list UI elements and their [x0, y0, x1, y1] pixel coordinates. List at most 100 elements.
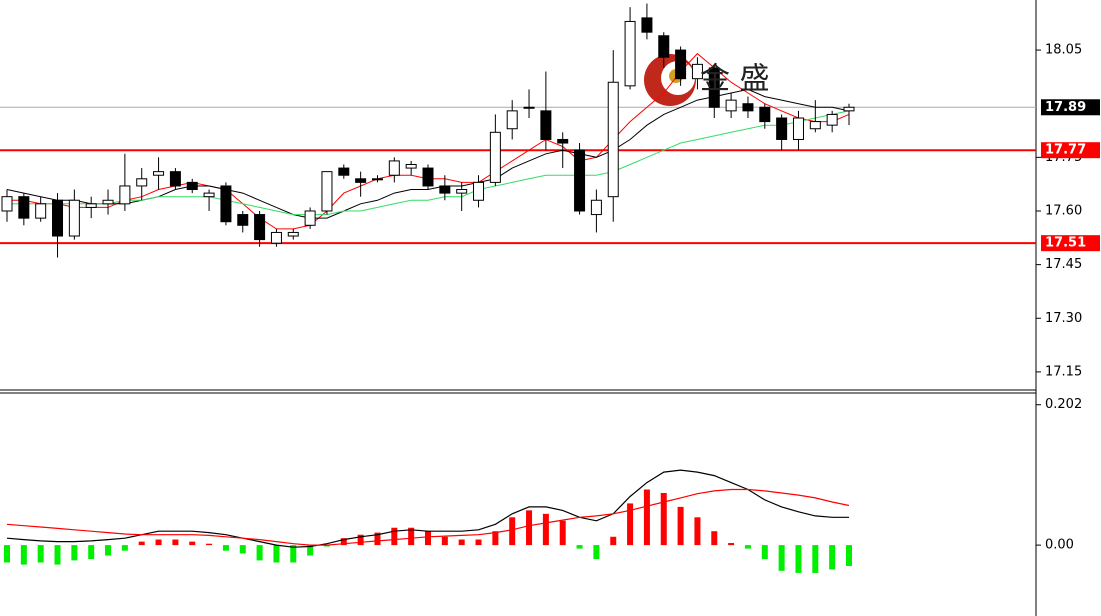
candle: [792, 110, 804, 151]
candle-body: [220, 185, 232, 223]
histogram-bar: [206, 543, 213, 546]
y-tick-label: 0.202: [1045, 397, 1082, 412]
candle-body: [321, 171, 333, 212]
candle: [52, 193, 64, 258]
candle-body: [675, 49, 687, 80]
level-label-box: [1041, 235, 1100, 252]
candle: [675, 46, 687, 86]
histogram-bar: [627, 503, 634, 546]
y-tick-label: 17.15: [1045, 364, 1082, 379]
histogram-bar: [744, 545, 751, 549]
candle-body: [809, 121, 821, 130]
histogram-bar: [492, 531, 499, 546]
candle: [405, 160, 417, 176]
candle: [641, 3, 653, 40]
histogram-bar: [728, 543, 735, 546]
histogram-bar: [222, 545, 229, 551]
histogram-bar: [610, 536, 617, 546]
candle-body: [203, 192, 215, 198]
candle-body: [759, 106, 771, 123]
y-tick-label: 17.45: [1045, 257, 1082, 272]
histogram-bar: [323, 545, 330, 547]
candle-body: [237, 214, 249, 226]
candle-body: [338, 167, 350, 176]
candle-body: [557, 138, 569, 144]
candle-body: [119, 185, 131, 205]
y-tick-label: 17.60: [1045, 203, 1082, 218]
histogram-bar: [425, 531, 431, 546]
histogram-bar: [340, 538, 347, 546]
candle-body: [371, 178, 383, 181]
histogram-bar: [795, 545, 802, 573]
histogram-bar: [273, 545, 280, 563]
histogram-bar: [593, 545, 600, 560]
candle-body: [287, 231, 299, 237]
candle: [590, 189, 602, 233]
histogram-bar: [677, 506, 684, 546]
candle-body: [742, 103, 754, 112]
histogram-bar: [660, 492, 667, 546]
candle: [574, 143, 586, 215]
histogram-bar: [526, 510, 533, 546]
candle: [843, 103, 855, 126]
candle: [557, 132, 569, 169]
watermark: 金 盛: [700, 62, 770, 97]
candle: [136, 168, 148, 201]
candle: [18, 193, 30, 226]
candle: [456, 182, 468, 211]
candle-body: [18, 196, 30, 219]
candle: [371, 175, 383, 183]
candle: [321, 171, 333, 215]
candle: [489, 114, 501, 186]
histogram-bar: [54, 545, 61, 565]
candle: [506, 100, 518, 140]
candle: [1, 189, 13, 222]
histogram-bar: [711, 531, 718, 546]
histogram-bar: [458, 539, 465, 546]
candle: [776, 114, 788, 151]
candle-body: [843, 106, 855, 112]
candle-body: [658, 35, 670, 58]
histogram-bar: [138, 541, 145, 546]
histogram-bar: [559, 520, 566, 546]
level-label: 17.77: [1045, 143, 1086, 158]
last-price-label: 17.89: [1045, 100, 1086, 115]
candle-body: [691, 63, 703, 80]
histogram-bar: [829, 545, 836, 570]
macd-line: [6, 488, 850, 546]
macd-line: [6, 469, 849, 548]
candle-body: [422, 167, 434, 187]
candle: [237, 210, 249, 233]
candle: [725, 92, 737, 119]
candle: [254, 210, 266, 247]
candle-body: [270, 231, 282, 244]
candle-body: [641, 17, 653, 33]
candle-body: [102, 199, 114, 205]
candle: [826, 110, 838, 133]
candle-body: [456, 189, 468, 194]
candle: [473, 175, 485, 208]
histogram-bar: [172, 539, 179, 546]
candle: [439, 175, 451, 201]
candle-body: [523, 106, 535, 109]
candle-body: [1, 196, 13, 212]
candle: [270, 228, 282, 247]
histogram-bar: [88, 545, 95, 560]
level-label-box: [1041, 142, 1100, 159]
level-label: 17.51: [1045, 236, 1086, 251]
candle: [759, 103, 771, 129]
histogram-bar: [846, 545, 852, 566]
candle-body: [85, 203, 97, 208]
candle: [119, 153, 131, 211]
logo: [644, 54, 696, 106]
histogram-bar: [20, 545, 27, 565]
candle-body: [388, 160, 400, 176]
candle-body: [52, 199, 64, 237]
histogram-bar: [778, 545, 785, 571]
candle-body: [540, 110, 552, 140]
candle-body: [68, 199, 80, 237]
histogram-bar: [4, 545, 10, 563]
histogram-bar: [812, 545, 819, 573]
